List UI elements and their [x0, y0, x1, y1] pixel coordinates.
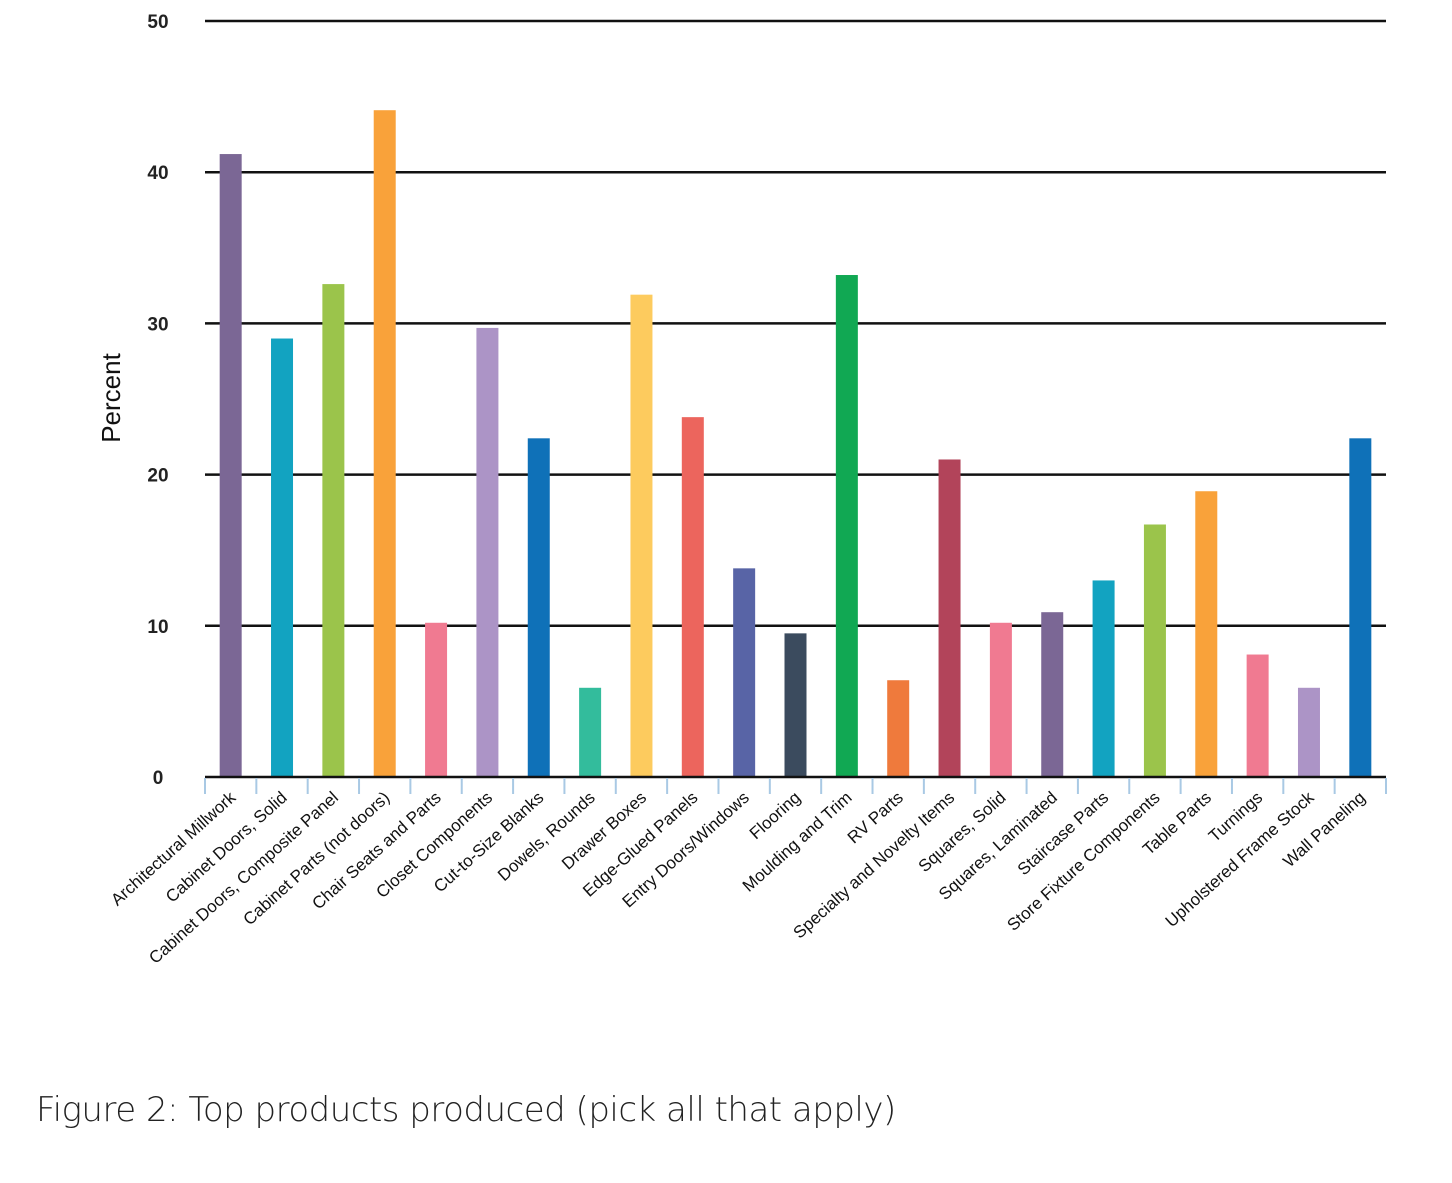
- y-tick-label: 0: [153, 768, 164, 789]
- chart-container: 0 10 20 30 40 50 Architectural Millwork Cabine…: [96, 12, 1387, 968]
- y-tick-label: 30: [147, 314, 168, 335]
- bar: [425, 622, 448, 777]
- bar: [271, 338, 294, 777]
- bar: [989, 622, 1012, 777]
- bar: [733, 568, 756, 777]
- bar: [219, 154, 242, 777]
- bar: [1041, 612, 1064, 777]
- y-tick-label: 50: [147, 12, 168, 33]
- bar: [373, 110, 396, 777]
- bar: [476, 327, 499, 777]
- bars: [219, 110, 1372, 777]
- bar: [579, 687, 602, 777]
- bar: [630, 294, 653, 777]
- y-tick-label: 10: [147, 617, 168, 638]
- bar: [322, 284, 345, 777]
- x-category-label: Cabinet Doors, Composite Panel: [145, 788, 342, 968]
- figure-caption: Figure 2: Top products produced (pick al…: [36, 1090, 896, 1130]
- bar: [938, 459, 961, 777]
- bar: [681, 417, 704, 777]
- y-axis-title: Percent: [96, 352, 126, 442]
- gridlines: [205, 19, 1386, 628]
- bar: [1246, 654, 1269, 777]
- y-tick-labels: 0 10 20 30 40 50: [147, 12, 168, 789]
- x-category-label: Squares, Solid: [915, 788, 1010, 876]
- y-tick-label: 20: [147, 466, 168, 487]
- x-category-label: Staircase Parts: [1014, 788, 1112, 879]
- y-tick-label: 40: [147, 163, 168, 184]
- bar: [1195, 491, 1218, 777]
- bar: [835, 275, 858, 777]
- bar: [1297, 687, 1320, 777]
- bar-chart: 0 10 20 30 40 50 Architectural MillworkCabine…: [96, 12, 1387, 968]
- bar: [1143, 524, 1166, 777]
- bar: [527, 438, 550, 777]
- x-axis: [204, 775, 1387, 794]
- bar: [1092, 580, 1115, 777]
- bar: [784, 633, 807, 777]
- bar: [887, 680, 910, 777]
- bar: [1349, 438, 1372, 777]
